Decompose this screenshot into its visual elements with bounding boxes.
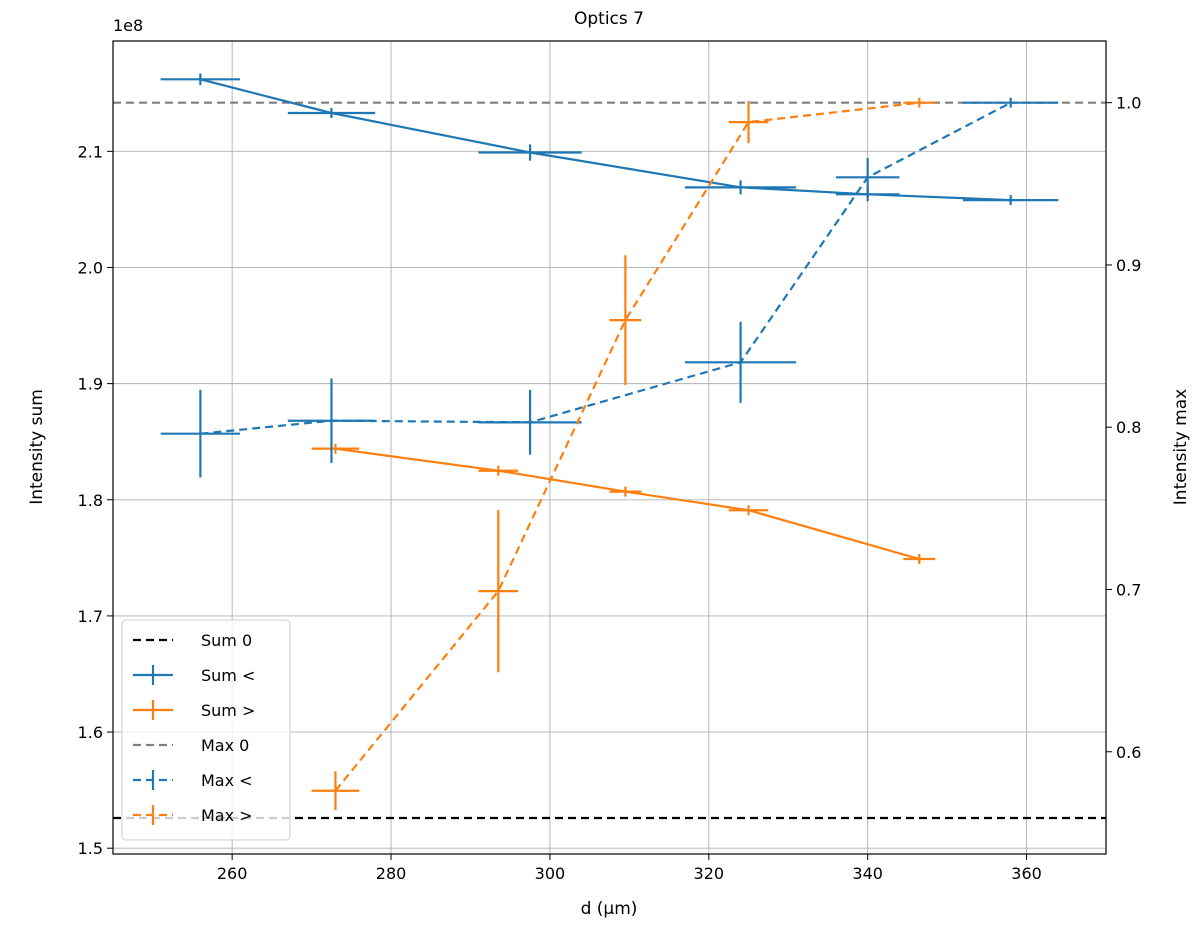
legend-label: Sum > bbox=[201, 701, 255, 720]
y-axis-right: 0.6 0.7 0.8 0.9 1.0 bbox=[1106, 94, 1141, 762]
series-line bbox=[200, 101, 1012, 435]
y-left-tick-label: 2.1 bbox=[78, 142, 103, 161]
data-point bbox=[329, 111, 333, 115]
y-right-tick-label: 0.7 bbox=[1116, 580, 1141, 599]
data-point bbox=[747, 508, 751, 512]
y-left-offset-text: 1e8 bbox=[113, 16, 143, 35]
y-right-tick-label: 0.9 bbox=[1116, 256, 1141, 275]
data-point bbox=[917, 557, 921, 561]
legend-label: Sum 0 bbox=[201, 631, 252, 650]
y-right-tick-label: 0.6 bbox=[1116, 743, 1141, 762]
data-point bbox=[917, 101, 921, 105]
y-left-tick-label: 1.9 bbox=[78, 375, 103, 394]
y-left-tick-label: 1.8 bbox=[78, 491, 103, 510]
plot-frame bbox=[112, 40, 1107, 855]
x-tick-label: 360 bbox=[1011, 864, 1042, 883]
y-axis-right-label: Intensity max bbox=[1171, 389, 1191, 505]
x-tick-label: 260 bbox=[217, 864, 248, 883]
data-point bbox=[1009, 101, 1013, 105]
y-left-tick-label: 1.5 bbox=[78, 839, 103, 858]
legend: Sum 0 Sum < Sum > Max 0 Max < Max > bbox=[121, 619, 291, 841]
legend-label: Sum < bbox=[201, 666, 255, 685]
data-point bbox=[623, 318, 627, 322]
x-tick-label: 320 bbox=[694, 864, 725, 883]
data-point bbox=[739, 185, 743, 189]
y-axis-left: 1.5 1.6 1.7 1.8 1.9 2.0 2.1 bbox=[78, 142, 113, 858]
data-point bbox=[198, 77, 202, 81]
data-point bbox=[866, 175, 870, 179]
x-tick-label: 340 bbox=[852, 864, 883, 883]
x-tick-label: 300 bbox=[535, 864, 566, 883]
y-right-tick-label: 1.0 bbox=[1116, 94, 1141, 113]
series-sum-lt bbox=[160, 73, 1059, 206]
series-max-lt bbox=[160, 97, 1059, 478]
series-sum-gt bbox=[311, 443, 936, 564]
x-tick-label: 280 bbox=[376, 864, 407, 883]
legend-label: Max < bbox=[201, 771, 253, 790]
series-layer bbox=[160, 73, 1059, 811]
data-point bbox=[739, 360, 743, 364]
reference-lines bbox=[113, 101, 1106, 820]
legend-label: Max 0 bbox=[201, 736, 249, 755]
legend-label: Max > bbox=[201, 806, 253, 825]
data-point bbox=[623, 490, 627, 494]
y-right-tick-label: 0.8 bbox=[1116, 418, 1141, 437]
data-point bbox=[1009, 198, 1013, 202]
series-max-gt bbox=[311, 97, 936, 811]
chart-title: Optics 7 bbox=[574, 9, 644, 29]
data-point bbox=[333, 789, 337, 793]
data-point bbox=[528, 150, 532, 154]
data-point bbox=[333, 447, 337, 451]
y-left-tick-label: 1.6 bbox=[78, 723, 103, 742]
data-point bbox=[496, 469, 500, 473]
data-point bbox=[747, 120, 751, 124]
y-left-tick-label: 2.0 bbox=[78, 258, 103, 277]
data-point bbox=[329, 419, 333, 423]
data-point bbox=[528, 420, 532, 424]
data-point bbox=[198, 432, 202, 436]
series-line bbox=[334, 101, 920, 792]
y-left-tick-label: 1.7 bbox=[78, 607, 103, 626]
x-axis-label: d (µm) bbox=[581, 899, 638, 919]
x-axis: 260 280 300 320 340 360 bbox=[217, 854, 1042, 883]
data-point bbox=[496, 589, 500, 593]
y-axis-left-label: Intensity sum bbox=[27, 389, 47, 505]
